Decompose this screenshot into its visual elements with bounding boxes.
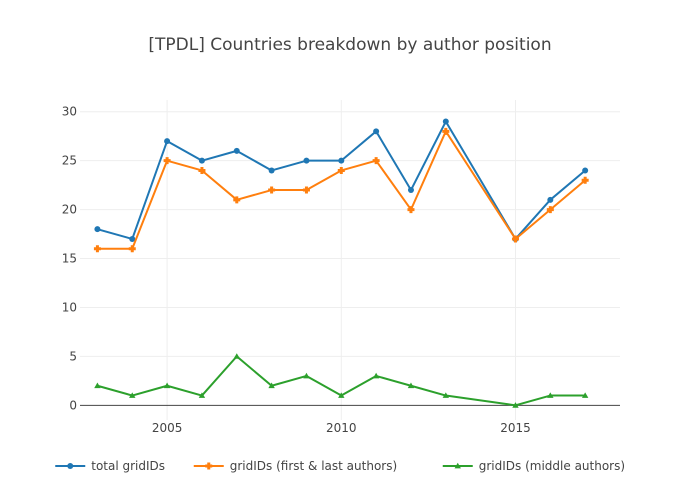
data-point[interactable] [407, 382, 415, 389]
data-point[interactable] [129, 392, 136, 398]
legend-item[interactable]: gridIDs (middle authors) [442, 459, 625, 473]
data-point[interactable] [268, 382, 275, 389]
legend-swatch-marker[interactable] [454, 462, 461, 469]
data-point[interactable] [442, 392, 450, 398]
y-tick-label: 25 [62, 154, 77, 168]
data-point[interactable] [268, 167, 275, 174]
legend-swatch-marker[interactable] [67, 463, 74, 469]
data-point[interactable] [93, 245, 101, 253]
x-tick-label: 2015 [500, 421, 531, 435]
data-point[interactable] [372, 157, 380, 165]
data-point[interactable] [511, 235, 519, 243]
y-tick-label: 5 [69, 349, 77, 363]
data-point[interactable] [233, 353, 240, 359]
data-point[interactable] [407, 187, 414, 194]
series-line[interactable] [97, 355, 586, 407]
data-point[interactable] [512, 402, 519, 408]
legend-swatch-marker[interactable] [205, 462, 213, 470]
y-tick-label: 20 [62, 203, 77, 217]
data-point[interactable] [198, 157, 205, 164]
data-point[interactable] [373, 128, 380, 135]
data-point[interactable] [407, 206, 415, 214]
data-point[interactable] [233, 147, 240, 154]
data-point[interactable] [442, 118, 449, 125]
x-tick-label: 2010 [326, 421, 357, 435]
series-2 [93, 127, 589, 253]
legend-label: gridIDs (middle authors) [479, 459, 625, 473]
data-point[interactable] [129, 235, 136, 242]
data-point[interactable] [128, 245, 136, 253]
data-point[interactable] [547, 196, 554, 203]
data-point[interactable] [302, 186, 310, 194]
series-3 [94, 353, 589, 408]
grid-lines [80, 100, 620, 420]
x-axis-ticks: 2005 2010 2015 [152, 421, 531, 435]
x-tick-label: 2005 [152, 421, 183, 435]
data-point[interactable] [547, 392, 554, 398]
y-tick-label: 30 [62, 105, 77, 119]
data-point[interactable] [164, 138, 171, 145]
data-point[interactable] [372, 372, 380, 379]
data-point[interactable] [338, 392, 345, 398]
legend-label: total gridIDs [91, 459, 165, 473]
legend[interactable]: total gridIDs gridIDs (first & last autho… [55, 459, 625, 473]
y-tick-label: 10 [62, 300, 77, 314]
data-point[interactable] [303, 157, 310, 164]
y-tick-label: 0 [69, 398, 77, 412]
chart-title: [TPDL] Countries breakdown by author pos… [148, 35, 551, 55]
series-lines [93, 118, 589, 408]
y-tick-label: 15 [62, 252, 77, 266]
data-point[interactable] [198, 392, 206, 398]
legend-label: gridIDs (first & last authors) [230, 459, 397, 473]
data-point[interactable] [581, 392, 589, 398]
data-point[interactable] [163, 157, 171, 165]
data-point[interactable] [303, 372, 310, 379]
data-point[interactable] [582, 167, 589, 174]
data-point[interactable] [94, 382, 101, 389]
data-point[interactable] [233, 196, 241, 204]
data-point[interactable] [442, 127, 450, 135]
series-line[interactable] [97, 130, 586, 250]
data-point[interactable] [546, 206, 554, 214]
data-point[interactable] [94, 226, 101, 233]
y-axis-ticks: 0 5 10 15 20 25 30 [62, 105, 77, 413]
data-point[interactable] [337, 166, 345, 174]
data-point[interactable] [338, 157, 345, 164]
data-point[interactable] [268, 186, 276, 194]
data-point[interactable] [198, 166, 206, 174]
data-point[interactable] [163, 382, 171, 389]
data-point[interactable] [581, 176, 589, 184]
legend-item[interactable]: total gridIDs [55, 459, 165, 473]
legend-item[interactable]: gridIDs (first & last authors) [193, 459, 397, 473]
